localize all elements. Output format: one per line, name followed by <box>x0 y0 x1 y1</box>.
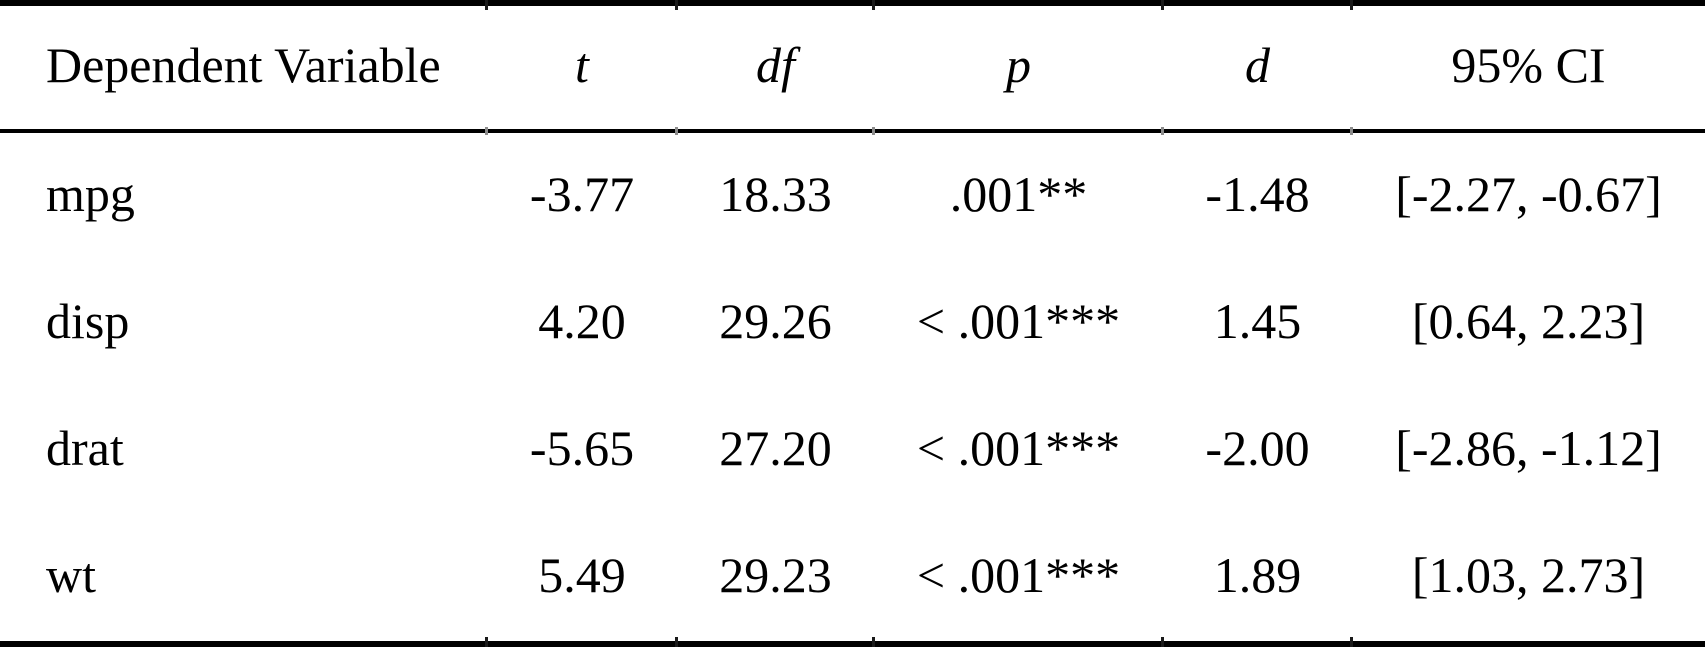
header-separator-rule <box>0 129 1705 133</box>
df-value-cell: 18.33 <box>719 165 832 222</box>
column-boundary-tick <box>675 0 678 10</box>
column-boundary-tick <box>872 127 875 135</box>
df-value-cell: 27.20 <box>719 419 832 476</box>
ci-value-cell: [-2.86, -1.12] <box>1395 419 1662 476</box>
df-value-cell: 29.23 <box>719 546 832 603</box>
column-boundary-tick <box>485 637 488 647</box>
column-boundary-tick <box>872 637 875 647</box>
d-value-cell: -2.00 <box>1205 419 1310 476</box>
row-label-cell: drat <box>46 419 124 476</box>
column-boundary-tick <box>485 0 488 10</box>
header-t-statistic: t <box>575 37 589 93</box>
p-value-cell: < .001*** <box>916 546 1121 603</box>
column-boundary-tick <box>485 127 488 135</box>
column-boundary-tick <box>1350 127 1353 135</box>
d-value-cell: 1.89 <box>1213 546 1302 603</box>
header-95-ci: 95% CI <box>1451 37 1606 93</box>
p-value-cell: < .001*** <box>916 419 1121 476</box>
header-cohens-d: d <box>1245 37 1270 93</box>
column-boundary-tick <box>1161 0 1164 10</box>
column-boundary-tick <box>1161 637 1164 647</box>
t-value-cell: 5.49 <box>538 546 626 603</box>
ci-value-cell: [-2.27, -0.67] <box>1395 165 1662 222</box>
column-boundary-tick <box>872 0 875 10</box>
table-row-wt: wt 5.49 29.23 < .001*** 1.89 [1.03, 2.73… <box>0 511 1705 638</box>
d-value-cell: -1.48 <box>1205 165 1310 222</box>
t-value-cell: 4.20 <box>538 292 626 349</box>
column-boundary-tick <box>1161 127 1164 135</box>
row-label-cell: mpg <box>46 165 135 222</box>
ci-value-cell: [1.03, 2.73] <box>1411 546 1646 603</box>
header-degrees-of-freedom: df <box>756 37 795 93</box>
header-dependent-variable: Dependent Variable <box>46 37 441 93</box>
d-value-cell: 1.45 <box>1213 292 1302 349</box>
header-p-value: p <box>1006 37 1031 93</box>
table-top-rule <box>0 0 1705 6</box>
df-value-cell: 29.26 <box>719 292 832 349</box>
ttest-results-table: Dependent Variable t df p d 95% CI mpg -… <box>0 0 1705 638</box>
row-label-cell: disp <box>46 292 130 349</box>
row-label-cell: wt <box>46 546 96 603</box>
column-boundary-tick <box>675 127 678 135</box>
table-row-drat: drat -5.65 27.20 < .001*** -2.00 [-2.86,… <box>0 384 1705 511</box>
ci-value-cell: [0.64, 2.23] <box>1411 292 1646 349</box>
table-row-mpg: mpg -3.77 18.33 .001** -1.48 [-2.27, -0.… <box>0 130 1705 257</box>
column-boundary-tick <box>1350 0 1353 10</box>
p-value-cell: < .001*** <box>916 292 1121 349</box>
header-row: Dependent Variable t df p d 95% CI <box>0 0 1705 130</box>
table-row-disp: disp 4.20 29.26 < .001*** 1.45 [0.64, 2.… <box>0 257 1705 384</box>
t-value-cell: -3.77 <box>529 165 635 222</box>
p-value-cell: .001** <box>949 165 1088 222</box>
t-value-cell: -5.65 <box>529 419 635 476</box>
column-boundary-tick <box>675 637 678 647</box>
table-bottom-rule <box>0 641 1705 647</box>
column-boundary-tick <box>1350 637 1353 647</box>
